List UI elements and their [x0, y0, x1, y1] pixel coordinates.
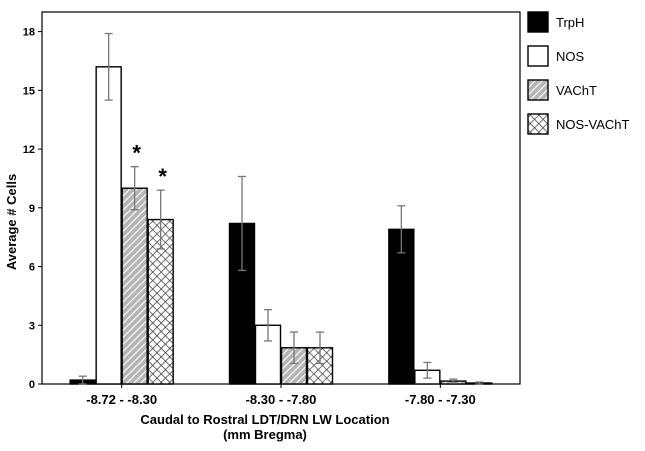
y-tick-label: 9: [29, 203, 35, 215]
legend-swatch: [527, 113, 549, 135]
error-bar: [397, 205, 406, 254]
legend-label: VAChT: [556, 83, 597, 98]
y-axis-title: Average # Cells: [4, 174, 19, 270]
legend-label: NOS: [556, 49, 585, 64]
bar-vacht-0: [121, 187, 148, 385]
significance-marker: *: [158, 164, 167, 189]
legend-swatch: [527, 45, 549, 67]
legend-swatch: [527, 11, 549, 33]
error-bar: [449, 378, 458, 384]
legend-item-nos: NOS: [527, 45, 585, 67]
error-bar: [104, 32, 113, 101]
y-tick-label: 15: [23, 85, 35, 97]
legend-swatch: [527, 79, 549, 101]
plot-area: **: [41, 11, 521, 385]
x-axis-subtitle: (mm Bregma): [223, 427, 307, 442]
error-bar: [264, 308, 272, 342]
y-tick-label: 3: [29, 320, 35, 332]
error-bar: [316, 331, 324, 365]
y-tick-label: 12: [23, 144, 35, 156]
legend-label: NOS-VAChT: [556, 117, 629, 132]
y-tick-label: 6: [29, 262, 35, 274]
error-bar: [130, 166, 139, 211]
legend-item-trph: TrpH: [527, 11, 584, 33]
error-bar: [423, 361, 432, 379]
error-bar: [156, 189, 165, 250]
error-bar: [238, 175, 246, 272]
y-axis: 0 3 6 9 12 15 18: [23, 27, 42, 391]
bar-nos-0: [95, 66, 122, 385]
y-tick-label: 0: [29, 379, 35, 391]
bar-trph-2: [388, 228, 415, 385]
x-axis-title: Caudal to Rostral LDT/DRN LW Location: [140, 412, 389, 427]
significance-marker: *: [132, 141, 141, 166]
error-bar: [78, 375, 87, 385]
y-tick-label: 18: [23, 27, 35, 39]
x-axis: -8.72 - -8.30 -8.30 - -7.80 -7.80 - -7.30: [86, 384, 476, 407]
legend-label: TrpH: [556, 15, 584, 30]
legend-item-vacht: VAChT: [527, 79, 597, 101]
x-tick-label: -8.30 - -7.80: [246, 392, 317, 407]
x-tick-label: -8.72 - -8.30: [86, 392, 157, 407]
x-tick-label: -7.80 - -7.30: [405, 392, 476, 407]
legend: TrpH NOS VAChT NOS-VAChT: [527, 11, 629, 135]
legend-item-nos-vacht: NOS-VAChT: [527, 113, 629, 135]
error-bar: [475, 381, 484, 385]
error-bar: [290, 331, 298, 365]
